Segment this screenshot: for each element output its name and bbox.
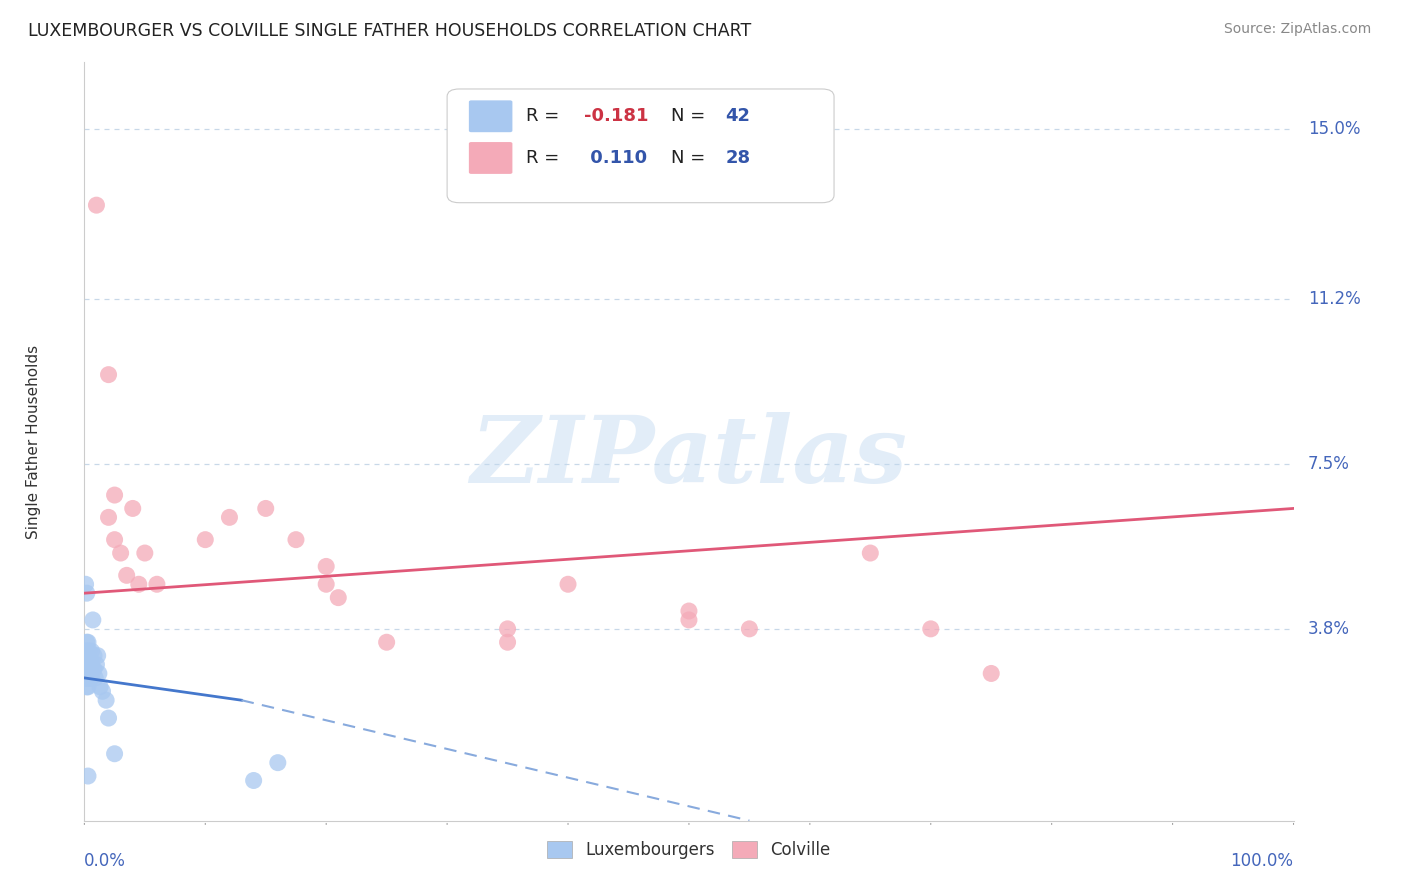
Text: -0.181: -0.181 [583,107,648,125]
Text: R =: R = [526,149,565,167]
Point [76,635,98,649]
Point [86,657,108,672]
Point [134,546,156,560]
Point [75,577,97,591]
FancyBboxPatch shape [447,89,834,202]
Point [83,648,105,663]
Point [859,546,882,560]
Point [77,671,100,685]
Text: 7.5%: 7.5% [1308,455,1350,473]
Text: 28: 28 [725,149,751,167]
Text: 42: 42 [725,107,751,125]
Point [104,747,127,761]
Point [920,622,942,636]
Point [97,711,120,725]
Point [79,662,101,676]
Text: Single Father Households: Single Father Households [27,344,41,539]
Text: 0.0%: 0.0% [84,852,127,870]
Point [89,680,111,694]
Text: Source: ZipAtlas.com: Source: ZipAtlas.com [1223,22,1371,37]
Point [678,613,700,627]
Point [77,680,100,694]
Point [80,644,103,658]
Point [104,533,127,547]
Text: 0.110: 0.110 [583,149,647,167]
Point [80,657,103,672]
Point [110,546,132,560]
Point [115,568,138,582]
Text: ZIPatlas: ZIPatlas [471,412,907,501]
Point [77,653,100,667]
Point [86,648,108,663]
Text: 11.2%: 11.2% [1308,290,1361,308]
Point [76,662,98,676]
Point [84,671,107,685]
Text: R =: R = [526,107,565,125]
Point [980,666,1002,681]
Point [76,653,98,667]
Point [87,666,110,681]
Point [121,501,143,516]
Point [79,671,101,685]
Point [315,577,337,591]
Point [218,510,240,524]
Point [254,501,277,516]
Point [94,693,117,707]
Point [97,368,120,382]
Point [77,671,100,685]
Text: 15.0%: 15.0% [1308,120,1361,138]
Point [82,613,104,627]
Text: N =: N = [671,107,711,125]
Point [75,644,97,658]
Point [267,756,290,770]
Legend: Luxembourgers, Colville: Luxembourgers, Colville [541,834,837,865]
Point [75,657,97,672]
FancyBboxPatch shape [468,142,512,174]
Point [76,671,98,685]
Point [77,653,100,667]
Point [77,635,100,649]
Point [77,662,100,676]
Point [194,533,217,547]
Text: 3.8%: 3.8% [1308,620,1350,638]
Point [104,488,127,502]
Point [77,662,100,676]
Point [146,577,169,591]
Point [77,644,100,658]
Text: LUXEMBOURGER VS COLVILLE SINGLE FATHER HOUSEHOLDS CORRELATION CHART: LUXEMBOURGER VS COLVILLE SINGLE FATHER H… [28,22,751,40]
Point [86,198,108,212]
Point [496,622,519,636]
Text: 100.0%: 100.0% [1230,852,1294,870]
Point [678,604,700,618]
Point [128,577,150,591]
Point [97,510,120,524]
Point [76,644,98,658]
Point [91,684,114,698]
Point [75,671,97,685]
Point [738,622,761,636]
Point [284,533,308,547]
Point [315,559,337,574]
Point [375,635,398,649]
Point [328,591,350,605]
Point [83,662,105,676]
Point [496,635,519,649]
Point [242,773,264,788]
Point [76,680,98,694]
Text: N =: N = [671,149,711,167]
Point [557,577,579,591]
Point [80,671,103,685]
FancyBboxPatch shape [468,101,512,132]
Point [77,644,100,658]
Point [76,586,98,600]
Point [77,769,100,783]
Point [79,653,101,667]
